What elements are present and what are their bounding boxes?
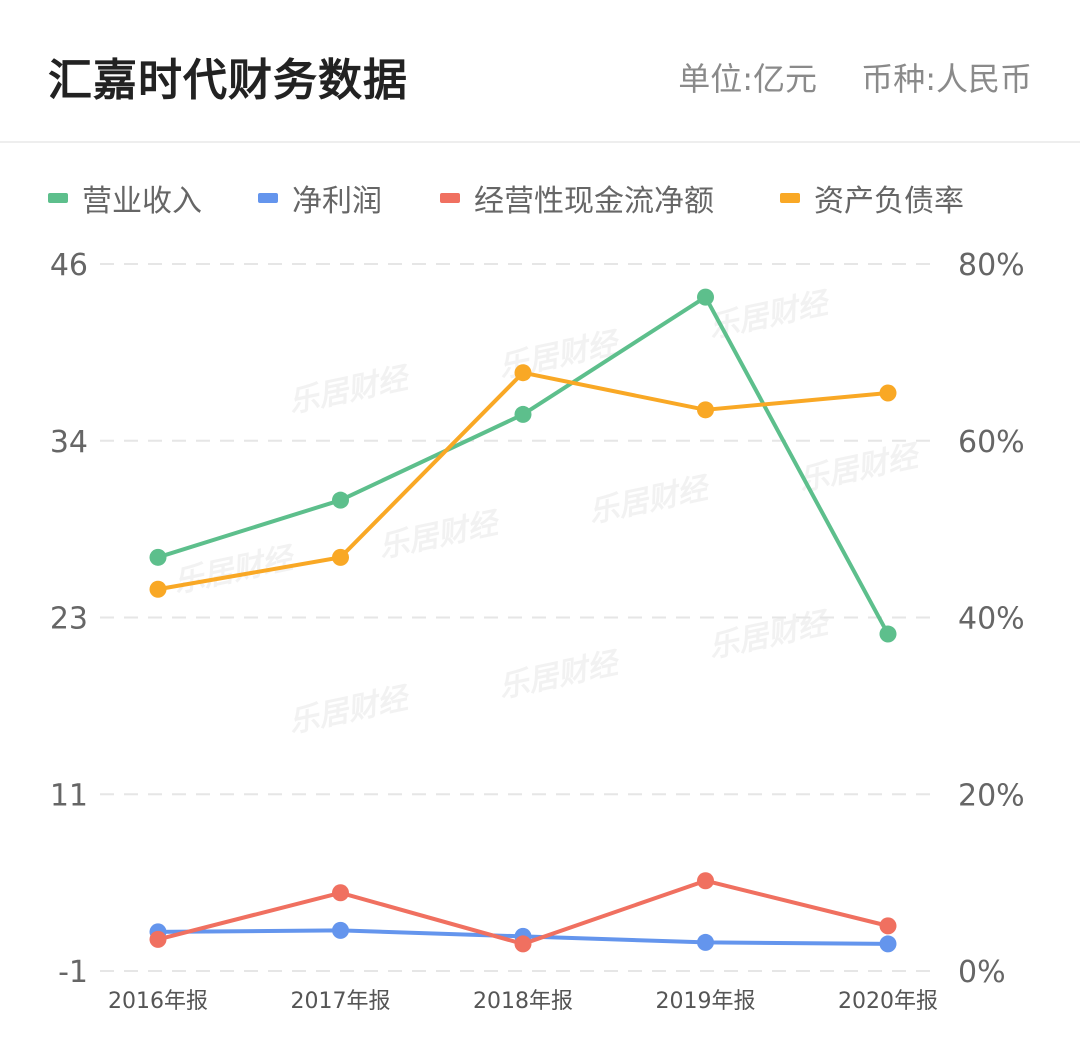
y-axis-tick-left: 23 <box>50 602 88 637</box>
y-axis-tick-right: 0% <box>958 955 1006 990</box>
x-axis-tick: 2019年报 <box>656 989 756 1014</box>
data-point <box>149 548 167 566</box>
legend-label: 净利润 <box>292 184 382 219</box>
data-point <box>514 364 532 382</box>
data-point <box>332 921 349 939</box>
data-point <box>879 625 897 643</box>
data-point <box>514 405 532 423</box>
x-axis-tick: 2020年报 <box>838 989 938 1014</box>
data-point <box>697 401 714 419</box>
data-point <box>879 935 897 953</box>
watermark-text: 乐居财经 <box>496 325 625 385</box>
y-axis-tick-left: -1 <box>58 955 88 990</box>
data-point <box>149 930 167 948</box>
data-point <box>332 491 349 509</box>
legend-label: 资产负债率 <box>814 184 964 219</box>
header: 汇嘉时代财务数据 单位:亿元 币种:人民币 <box>0 0 1080 143</box>
legend-swatch <box>780 193 800 203</box>
data-point <box>514 935 532 953</box>
legend-swatch <box>48 193 68 203</box>
data-point <box>697 872 714 890</box>
watermark-text: 乐居财经 <box>706 605 835 665</box>
watermark-text: 乐居财经 <box>286 680 415 740</box>
legend-swatch <box>258 193 278 203</box>
data-point <box>332 884 349 902</box>
data-point <box>332 548 349 566</box>
y-axis-tick-left: 46 <box>50 248 88 283</box>
watermark-text: 乐居财经 <box>796 438 925 498</box>
legend-swatch <box>440 193 460 203</box>
x-axis-tick: 2017年报 <box>291 989 391 1014</box>
watermark-text: 乐居财经 <box>376 505 505 565</box>
data-point <box>879 917 897 935</box>
data-point <box>697 933 714 951</box>
legend-label: 营业收入 <box>82 184 202 219</box>
y-axis-tick-left: 11 <box>50 778 88 813</box>
y-axis-tick-right: 60% <box>958 425 1025 460</box>
legend-label: 经营性现金流净额 <box>474 184 714 219</box>
watermark-text: 乐居财经 <box>496 645 625 705</box>
unit-info: 单位:亿元 币种:人民币 <box>678 54 1032 100</box>
page-title: 汇嘉时代财务数据 <box>48 55 408 106</box>
y-axis-tick-right: 40% <box>958 602 1025 637</box>
watermark-text: 乐居财经 <box>586 470 715 530</box>
x-axis-tick: 2016年报 <box>108 989 208 1014</box>
data-point <box>149 580 167 598</box>
data-point <box>697 288 714 306</box>
x-axis-tick: 2018年报 <box>473 989 573 1014</box>
y-axis-tick-right: 20% <box>958 778 1025 813</box>
watermark-text: 乐居财经 <box>286 360 415 420</box>
currency-label: 币种:人民币 <box>861 60 1032 98</box>
financial-line-chart: 乐居财经乐居财经乐居财经乐居财经乐居财经乐居财经乐居财经乐居财经乐居财经乐居财经… <box>48 184 1025 1014</box>
data-point <box>879 384 897 402</box>
unit-label: 单位:亿元 <box>678 60 818 98</box>
y-axis-tick-left: 34 <box>50 425 88 460</box>
y-axis-tick-right: 80% <box>958 248 1025 283</box>
